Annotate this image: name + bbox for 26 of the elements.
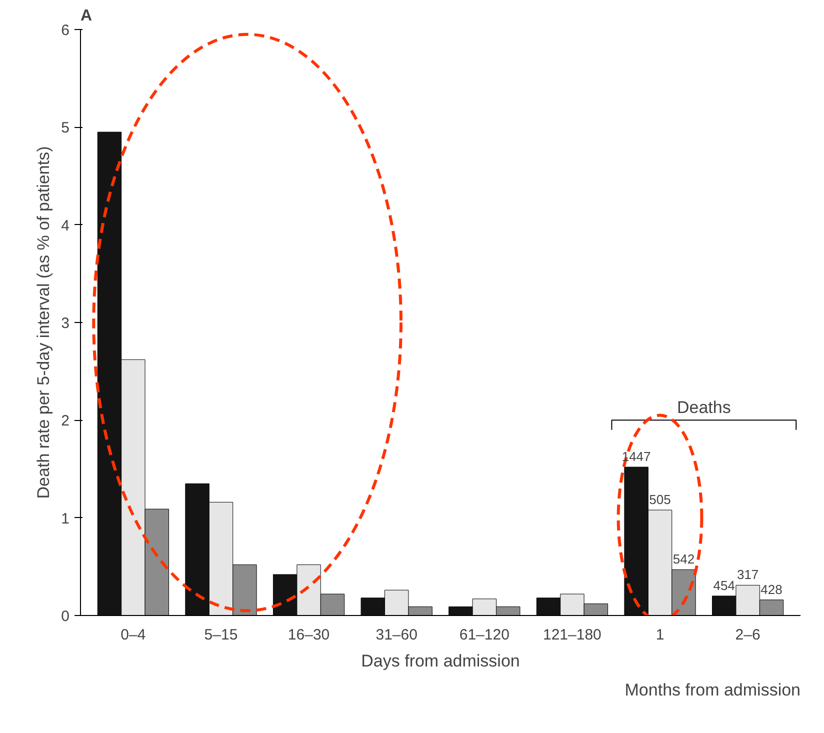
y-tick-label: 5 [61,120,70,137]
annotation: 542 [672,552,695,567]
x-tick-label: 121–180 [543,626,602,644]
x-tick-label: 0–4 [120,626,146,644]
y-tick-label: 2 [61,412,70,430]
x-axis-title: Days from admission [361,652,520,670]
y-tick-label: 0 [61,608,70,625]
text: Months from admission [624,680,801,700]
annotation: 317 [736,567,759,582]
x-tick-label: 16–30 [288,626,330,644]
annotation: 428 [760,582,782,597]
x-tick-label: 5–15 [204,626,238,644]
x-tick-label: 2–6 [735,626,760,644]
y-axis-title: Death rate per 5-day interval (as % of patients) [34,146,54,499]
y-tick-label: 3 [61,315,70,332]
chart-title: A [80,8,92,24]
x-tick-label: 61–120 [459,626,510,644]
y-tick-label: 1 [61,510,70,528]
x-tick-label: 31–60 [376,626,418,644]
annotation: 505 [649,492,671,508]
annotation: 1447 [622,449,651,464]
y-tick-label: 6 [61,22,70,39]
y-tick-label: 4 [61,217,70,234]
x-tick-label: 1 [656,626,664,644]
annotation: 454 [713,578,735,593]
annotation: Deaths [676,398,731,418]
